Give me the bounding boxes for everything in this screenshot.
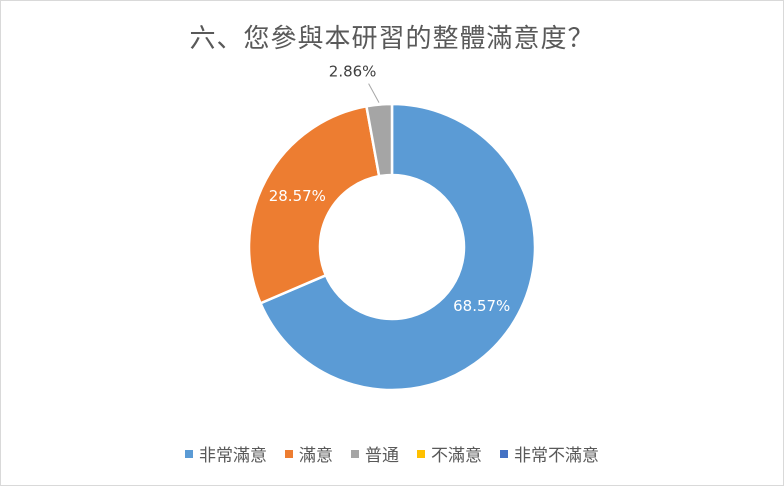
data-label-2: 2.86% bbox=[329, 63, 377, 81]
legend-item: 普通 bbox=[351, 441, 399, 466]
data-label-1: 28.57% bbox=[269, 187, 326, 205]
legend-label: 非常不滿意 bbox=[514, 446, 599, 466]
legend-swatch bbox=[185, 449, 193, 458]
legend-label: 不滿意 bbox=[431, 446, 482, 466]
legend-swatch bbox=[417, 449, 425, 458]
legend-label: 滿意 bbox=[299, 446, 333, 466]
chart-title: 六、您參與本研習的整體滿意度？ bbox=[189, 24, 595, 54]
legend-item: 非常滿意 bbox=[185, 441, 267, 466]
legend-swatch bbox=[500, 449, 508, 458]
leader-line-2 bbox=[368, 83, 380, 103]
slice-1 bbox=[247, 104, 381, 305]
legend-swatch bbox=[285, 449, 293, 458]
slice-0 bbox=[258, 102, 537, 392]
legend-item: 不滿意 bbox=[417, 441, 482, 466]
legend-label: 非常滿意 bbox=[199, 446, 267, 466]
slice-2 bbox=[364, 102, 394, 178]
legend: 非常滿意 滿意 普通 不滿意 非常不滿意 bbox=[0, 441, 784, 466]
legend-item: 非常不滿意 bbox=[500, 441, 599, 466]
legend-label: 普通 bbox=[365, 446, 399, 466]
legend-item: 滿意 bbox=[285, 441, 333, 466]
data-label-0: 68.57% bbox=[453, 297, 510, 315]
legend-swatch bbox=[351, 449, 359, 458]
